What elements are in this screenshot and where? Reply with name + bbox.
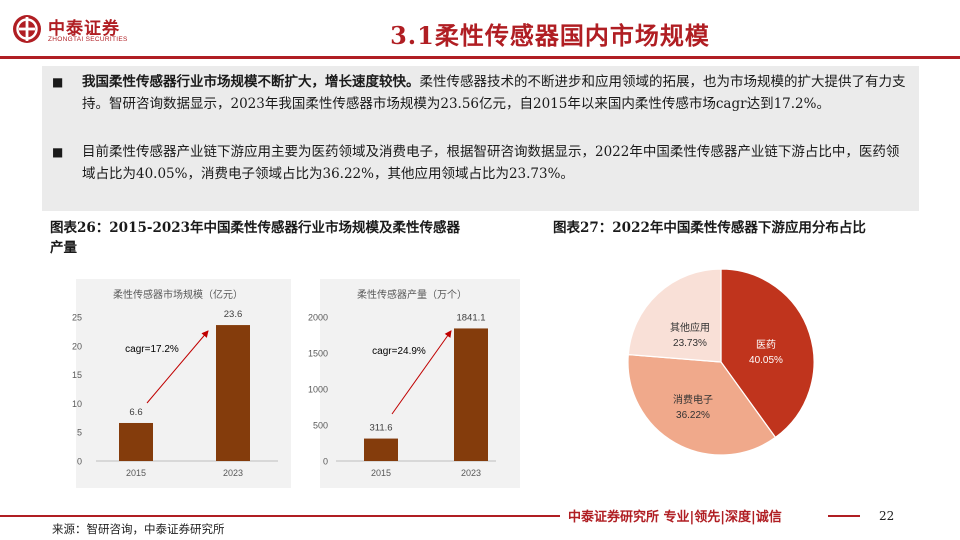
bullet-1-body: 柔性传感器技术的不断进步和应用领域的拓展，也为市场规模的扩大提供了有力支持。智研… <box>82 74 906 112</box>
bullet-2-text: 目前柔性传感器产业链下游应用主要为医药领域及消费电子，根据智研咨询数据显示，20… <box>82 141 912 185</box>
y-tick-label: 10 <box>72 399 82 409</box>
x-tick-label: 2023 <box>223 468 243 478</box>
pie-slice-label: 其他应用 <box>670 321 710 334</box>
footer-slogan: 中泰证券研究所 专业|领先|深度|诚信 <box>568 510 782 525</box>
pie-slice-label: 医药 <box>756 339 776 351</box>
page-number: 22 <box>879 509 895 523</box>
bar-value-label: 1841.1 <box>456 312 485 323</box>
cagr-arrow <box>391 330 452 415</box>
pie-slice-value: 23.73% <box>673 338 707 349</box>
pie-slice-value: 36.22% <box>676 410 710 421</box>
bar-value-label: 311.6 <box>369 423 392 434</box>
cagr-arrow <box>146 330 209 404</box>
summary-bullet-1: ■ 我国柔性传感器行业市场规模不断扩大，增长速度较快。柔性传感器技术的不断进步和… <box>52 71 909 137</box>
bar-2015 <box>364 438 398 461</box>
y-tick-label: 20 <box>72 341 82 351</box>
bar-2015 <box>119 422 153 461</box>
cagr-annotation: cagr=24.9% <box>372 346 426 357</box>
footer-divider-right <box>828 515 860 517</box>
bullet-1-highlight: 我国柔性传感器行业市场规模不断扩大，增长速度较快。 <box>82 74 420 90</box>
chart-title: 柔性传感器产量（万个） <box>357 288 467 301</box>
y-tick-label: 500 <box>313 421 328 431</box>
chart-title: 柔性传感器市场规模（亿元） <box>113 288 243 301</box>
y-tick-label: 2000 <box>308 313 328 323</box>
pie-slice-value: 40.05% <box>749 355 783 366</box>
summary-bullet-2: ■ 目前柔性传感器产业链下游应用主要为医药领域及消费电子，根据智研咨询数据显示，… <box>52 141 909 185</box>
brand-name-en: ZHONGTAI SECURITIES <box>48 36 128 43</box>
pie-slice-label: 消费电子 <box>673 393 713 406</box>
y-tick-label: 1500 <box>308 349 328 359</box>
market-size-panel <box>76 279 291 488</box>
x-tick-label: 2015 <box>371 468 391 478</box>
summary-box: ■ 我国柔性传感器行业市场规模不断扩大，增长速度较快。柔性传感器技术的不断进步和… <box>42 66 919 211</box>
logo-mark-icon <box>13 15 41 43</box>
company-logo: 中泰证券 ZHONGTAI SECURITIES <box>12 12 162 48</box>
bullet-2-body: 目前柔性传感器产业链下游应用主要为医药领域及消费电子，根据智研咨询数据显示，20… <box>82 144 900 182</box>
y-tick-label: 1000 <box>308 385 328 395</box>
brand-name-cn: 中泰证券 <box>48 19 120 39</box>
footer-divider-left <box>0 515 560 517</box>
x-tick-label: 2023 <box>461 468 481 478</box>
y-tick-label: 25 <box>72 313 82 323</box>
y-tick-label: 15 <box>72 370 82 380</box>
bar-2023 <box>454 328 488 461</box>
square-bullet-icon: ■ <box>52 75 64 89</box>
cagr-annotation: cagr=17.2% <box>125 344 179 355</box>
y-tick-label: 0 <box>77 457 82 467</box>
figure-27-title: 图表27：2022年中国柔性传感器下游应用分布占比 <box>553 220 866 236</box>
bullet-1-text: 我国柔性传感器行业市场规模不断扩大，增长速度较快。柔性传感器技术的不断进步和应用… <box>82 71 912 115</box>
x-tick-label: 2015 <box>126 468 146 478</box>
bar-value-label: 6.6 <box>129 407 142 418</box>
y-tick-label: 5 <box>77 428 82 438</box>
y-tick-label: 0 <box>323 457 328 467</box>
title-divider <box>0 56 960 59</box>
figure-26-title: 图表26：2015-2023年中国柔性传感器行业市场规模及柔性传感器产量 <box>50 220 461 256</box>
bar-2023 <box>216 325 250 461</box>
pie-slice-3 <box>627 268 722 363</box>
pie-slice-2 <box>627 353 777 456</box>
page-title: 3.1柔性传感器国内市场规模 <box>390 21 710 50</box>
bar-value-label: 23.6 <box>224 309 243 320</box>
pie-slice-1 <box>720 268 815 439</box>
source-note: 来源：智研咨询，中泰证券研究所 <box>52 522 225 536</box>
square-bullet-icon: ■ <box>52 145 64 159</box>
